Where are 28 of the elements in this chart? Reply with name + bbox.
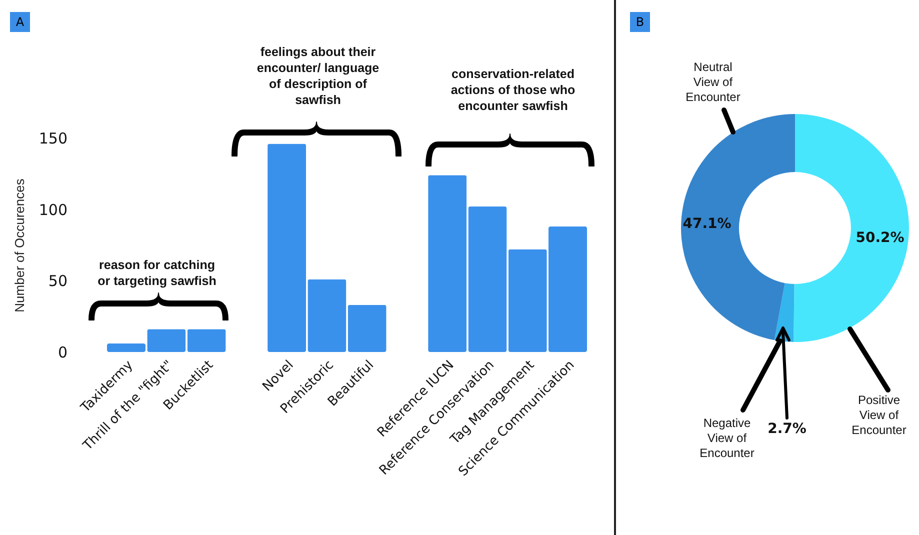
y-tick-label: 50	[48, 272, 68, 290]
bar	[468, 206, 507, 352]
y-axis-title: Number of Occurences	[12, 178, 27, 312]
slice-label: Positive View of Encounter	[850, 392, 908, 438]
donut-slice	[794, 114, 909, 342]
bar	[428, 175, 467, 352]
slice-label: Neutral View of Encounter	[684, 60, 742, 104]
bar	[348, 304, 386, 352]
text: feelings about their encounter/ language of description of sawfish	[256, 44, 380, 108]
data-label: 50.2%	[856, 230, 904, 246]
bar	[308, 279, 346, 352]
data-label: 2.7%	[768, 421, 806, 437]
text: conservation-related actions of those who encounter sawfish	[450, 66, 576, 114]
donut-slice	[681, 114, 795, 340]
chart-title: A	[10, 12, 30, 32]
y-tick-label: 0	[58, 344, 68, 362]
annotation: reason for catching or targeting sawfish	[96, 257, 218, 289]
bar	[548, 226, 587, 352]
bar	[508, 249, 547, 352]
bar	[268, 144, 306, 352]
y-tick-label: 100	[38, 200, 68, 219]
slice-label: Negative View of Encounter	[698, 416, 756, 460]
chart-title: B	[630, 12, 650, 32]
bar	[187, 329, 226, 352]
bar	[147, 329, 186, 352]
y-tick-label: 150	[38, 130, 68, 148]
data-label: 47.1%	[682, 216, 732, 232]
bar	[107, 343, 146, 352]
